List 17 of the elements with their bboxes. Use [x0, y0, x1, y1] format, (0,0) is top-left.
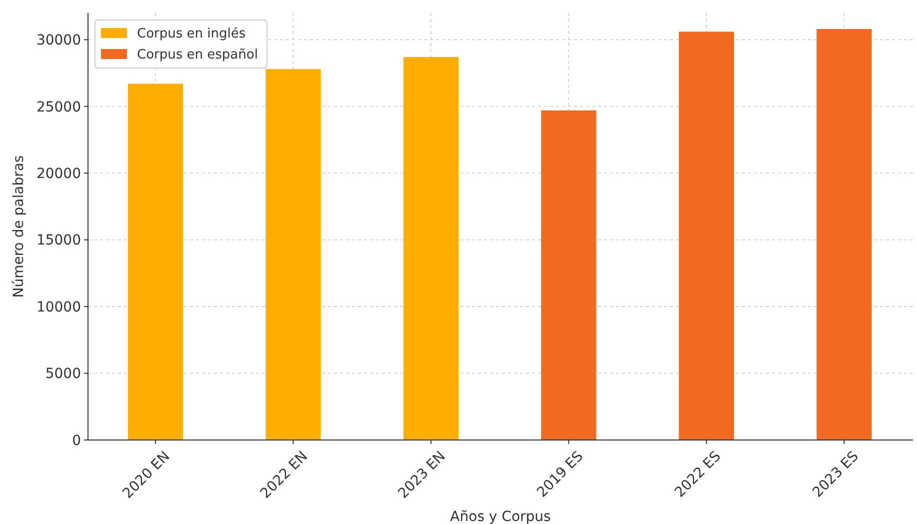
bar [403, 57, 458, 440]
y-tick-label: 15000 [36, 232, 81, 249]
y-tick-label: 20000 [36, 166, 81, 182]
legend-label: Corpus en inglés [137, 26, 246, 42]
bar [541, 110, 596, 440]
bar [816, 29, 872, 440]
y-tick-label: 10000 [36, 299, 81, 316]
y-tick-label: 5000 [45, 366, 81, 382]
bar [678, 32, 734, 440]
bar [266, 69, 321, 440]
y-tick-label: 30000 [36, 32, 81, 49]
x-axis-title: Años y Corpus [450, 509, 551, 524]
bar [128, 84, 184, 440]
y-axis-title: Número de palabras [11, 155, 27, 298]
y-tick-label: 25000 [36, 99, 81, 116]
y-tick-label: 0 [72, 432, 81, 449]
legend-label: Corpus en español [137, 48, 258, 63]
